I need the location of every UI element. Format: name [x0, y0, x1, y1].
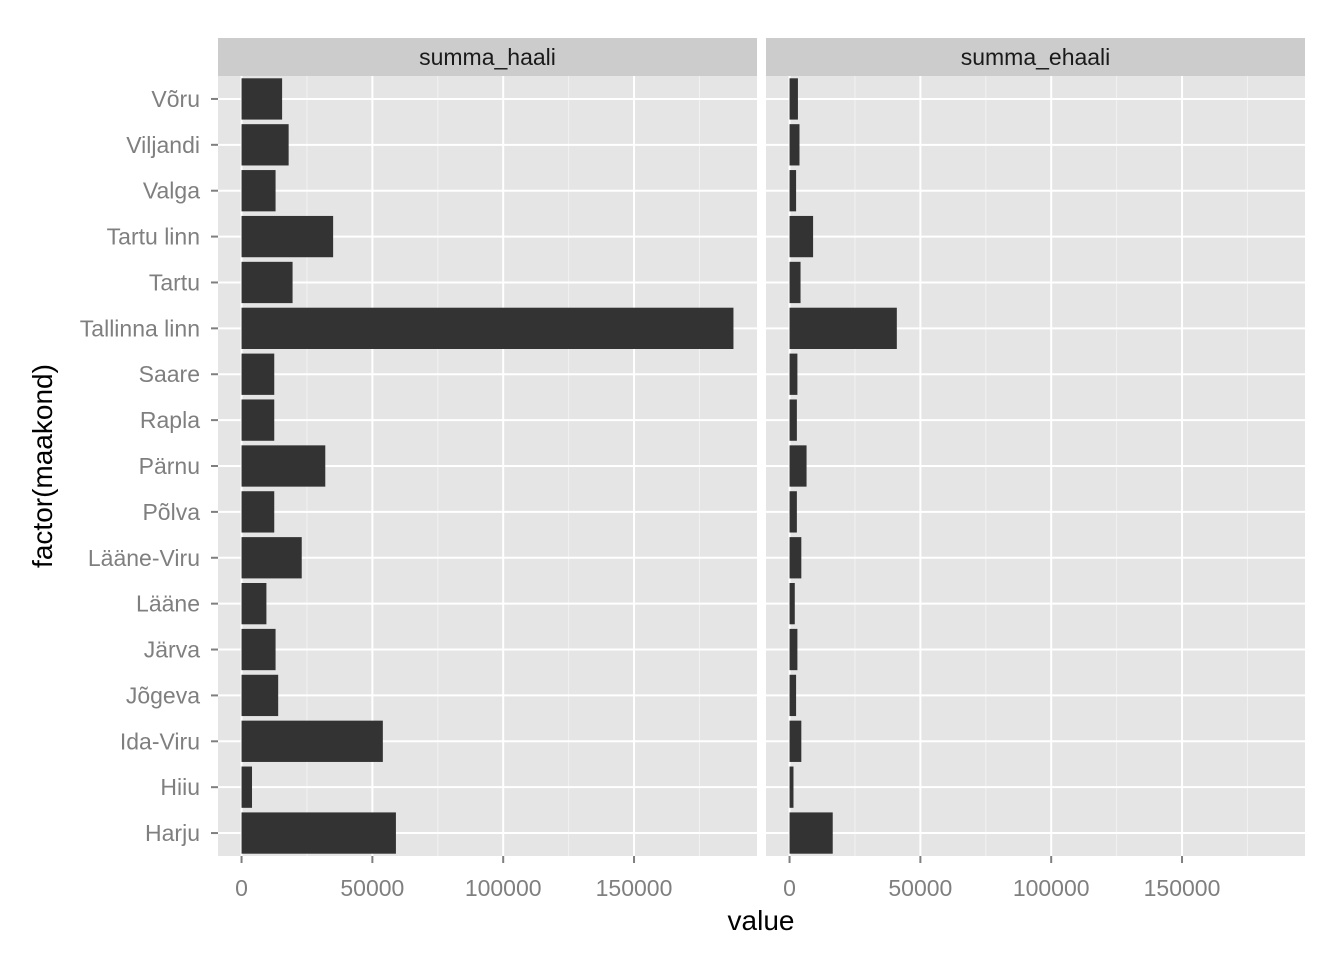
y-tick-label: Rapla [140, 407, 200, 433]
y-tick-label: Tartu linn [107, 224, 200, 250]
facet-strip-label: summa_ehaali [961, 44, 1111, 70]
bar-valga [241, 170, 276, 212]
bar-jõgeva [789, 674, 797, 717]
bar-ida-viru [241, 720, 383, 762]
facet-strip [766, 38, 1305, 76]
bar-rapla [789, 399, 797, 441]
bar-hiiu [789, 766, 794, 808]
bar-rapla [241, 399, 275, 441]
bar-valga [789, 170, 797, 212]
bar-jõgeva [241, 674, 279, 717]
y-axis: Harju Hiiu Ida-Viru Jõgeva Järva Lääne Lääne-V… [80, 86, 218, 846]
bar-järva [789, 628, 798, 671]
x-tick-label: 50000 [888, 875, 952, 901]
bar-pärnu [241, 445, 326, 487]
y-tick-label: Järva [144, 637, 200, 663]
bar-saare [241, 353, 275, 395]
y-tick-label: Valga [143, 178, 200, 204]
y-axis-title: factor(maakond) [27, 364, 58, 568]
bar-lääne-viru [241, 537, 302, 579]
y-tick-label: Hiiu [160, 774, 200, 800]
bar-harju [789, 812, 833, 854]
x-tick-label: 50000 [340, 875, 404, 901]
bar-ida-viru [789, 720, 802, 762]
y-tick-label: Lääne-Viru [88, 545, 200, 571]
y-tick-label: Harju [145, 820, 200, 846]
y-tick-label: Tartu [149, 269, 200, 295]
bar-viljandi [789, 124, 800, 166]
x-tick-label: 0 [235, 875, 248, 901]
y-tick-label: Viljandi [126, 132, 200, 158]
bar-tartu [789, 261, 801, 304]
y-tick-label: Lääne [136, 591, 200, 617]
y-tick-label: Pärnu [139, 453, 200, 479]
y-tick-label: Saare [139, 361, 200, 387]
y-tick-label: Võru [151, 86, 200, 112]
facet-panel-summa_haali: summa_haali 0 50000 100000 150000 [218, 38, 757, 901]
bar-pärnu [789, 445, 807, 487]
facet-panel-summa_ehaali: summa_ehaali 0 50000 100000 150000 [766, 38, 1305, 901]
bar-järva [241, 628, 276, 671]
bar-tallinna-linn [241, 307, 734, 349]
y-tick-label: Ida-Viru [120, 728, 200, 754]
x-axis-title: value [728, 905, 795, 936]
bar-viljandi [241, 124, 289, 166]
bar-põlva [241, 491, 275, 533]
bar-tartu-linn [789, 215, 814, 258]
bar-lääne-viru [789, 537, 802, 579]
y-axis-title-group: factor(maakond) [27, 364, 58, 568]
x-tick-label: 150000 [1144, 875, 1221, 901]
bar-võru [241, 78, 283, 120]
bar-põlva [789, 491, 797, 533]
y-tick-label: Tallinna linn [80, 315, 200, 341]
bar-saare [789, 353, 798, 395]
facet-strip-label: summa_haali [419, 44, 556, 70]
x-tick-label: 150000 [596, 875, 673, 901]
x-tick-label: 100000 [1013, 875, 1090, 901]
bar-harju [241, 812, 396, 854]
y-tick-label: Põlva [142, 499, 200, 525]
bar-hiiu [241, 766, 253, 808]
bar-tartu-linn [241, 215, 334, 258]
bar-võru [789, 78, 798, 120]
x-tick-label: 100000 [465, 875, 542, 901]
facet-strip [218, 38, 757, 76]
bar-lääne [241, 583, 267, 625]
bar-tallinna-linn [789, 307, 897, 349]
y-tick-label: Jõgeva [126, 682, 200, 708]
bar-lääne [789, 583, 795, 625]
x-tick-label: 0 [783, 875, 796, 901]
bar-tartu [241, 261, 293, 304]
